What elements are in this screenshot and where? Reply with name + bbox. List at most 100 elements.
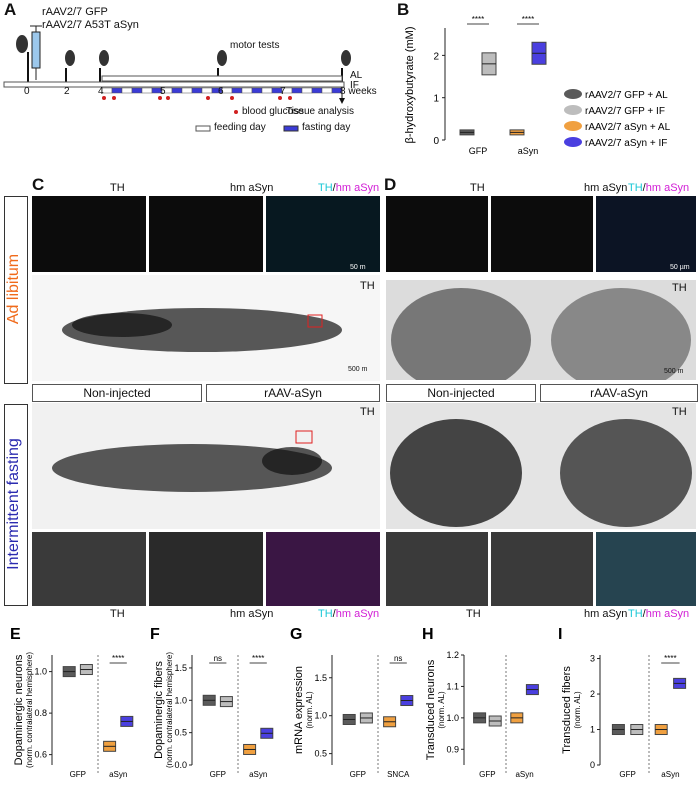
ylabel: Dopaminergic fibers [153, 661, 165, 759]
b-legend-label: rAAV2/7 aSyn + IF [585, 138, 667, 149]
micrograph-d-hm-top [491, 196, 593, 272]
b-legend-label: rAAV2/7 aSyn + AL [585, 122, 671, 133]
b-legend-label: rAAV2/7 GFP + IF [585, 106, 665, 117]
cat-label: aSyn [249, 770, 267, 779]
if-segment [321, 87, 333, 94]
c-th-al: TH [360, 280, 375, 292]
ytick-label: 1.0 [174, 695, 187, 705]
ylabel-sub: (norm. AL) [573, 691, 582, 729]
section-c-al [32, 275, 380, 381]
d-bot-hm: hm aSyn [584, 608, 628, 620]
panel-label: E [10, 626, 21, 643]
c-bot-merge: TH/hm aSyn [318, 608, 380, 620]
b-cat-label: aSyn [518, 146, 539, 156]
panel-label-b: B [397, 0, 410, 19]
ytick-label: 0 [590, 760, 595, 770]
b-legend-mouse-icon [564, 105, 582, 115]
cat-label: GFP [350, 770, 366, 779]
d-th-if: TH [672, 406, 687, 418]
if-segment [291, 87, 303, 94]
construct-asyn: rAAV2/7 A53T aSyn [42, 19, 139, 31]
micrograph-d-th-bot [386, 532, 488, 606]
construct-gfp: rAAV2/7 GFP [42, 6, 108, 18]
b-legend-mouse-icon [564, 137, 582, 147]
tp-8: 8 weeks [340, 86, 377, 97]
ytick-label: 1 [590, 725, 595, 735]
if-segment [201, 87, 213, 94]
d-bot-merge: TH/hm aSyn [628, 608, 690, 620]
d-top-merge: TH/hm aSyn [628, 182, 690, 194]
d-scale-big: 500 m [664, 368, 684, 375]
b-ytick-label: 2 [433, 51, 439, 62]
b-legend-mouse-icon [564, 121, 582, 131]
panel-label-a: A [4, 0, 17, 19]
ylabel: mRNA expression [293, 666, 305, 754]
ytick-label: 0.9 [446, 744, 459, 754]
motor-tests-label: motor tests [230, 40, 280, 51]
side-label-if: Intermittent fasting [5, 438, 22, 570]
cat-label: aSyn [515, 770, 533, 779]
if-segment [141, 87, 153, 94]
d-bot-th: TH [466, 608, 481, 620]
ytick-label: 1.1 [446, 681, 459, 691]
ylabel-sub: (norm. contralateral hemisphere) [25, 652, 34, 768]
c-top-hm: hm aSyn [230, 182, 274, 194]
timeline-diagram [3, 25, 351, 132]
d-raav: rAAV-aSyn [540, 384, 698, 402]
if-segment [331, 87, 343, 94]
if-segment [111, 87, 123, 94]
if-segment [231, 87, 243, 94]
ytick-label: 1.0 [314, 711, 327, 721]
c-scale-small: 50 m [350, 264, 366, 271]
c-th-if: TH [360, 406, 375, 418]
cat-label: GFP [210, 770, 226, 779]
ytick-label: 2 [590, 689, 595, 699]
ylabel: Transduced neurons [425, 659, 437, 760]
d-th-al: TH [672, 282, 687, 294]
ylabel-sub: (norm. AL) [305, 691, 314, 729]
c-scale-big: 500 m [348, 366, 368, 373]
ylabel: Dopaminergic neurons [13, 654, 25, 765]
panel-label: I [558, 626, 562, 643]
b-sig: **** [522, 15, 534, 24]
if-segment [191, 87, 203, 94]
ytick-label: 0.5 [174, 728, 187, 738]
b-legend-label: rAAV2/7 GFP + AL [585, 90, 668, 101]
legend-tissue: Tissue analysis [286, 106, 354, 117]
ytick-label: 3 [590, 654, 595, 664]
panel-label-c: C [32, 175, 45, 194]
micrograph-d-merge-bot [596, 532, 696, 606]
if-segment [121, 87, 133, 94]
side-box-if [4, 404, 28, 606]
cat-label: SNCA [387, 770, 410, 779]
sig-label: **** [112, 654, 124, 663]
if-segment [171, 87, 183, 94]
b-sig: **** [472, 15, 484, 24]
ytick-label: 0.8 [34, 708, 47, 718]
tp-7: 7 [280, 86, 286, 97]
if-segment [131, 87, 143, 94]
legend-feeding: feeding day [214, 122, 266, 133]
ytick-label: 1.0 [446, 713, 459, 723]
micrograph-c-th-bot [32, 532, 146, 606]
tp-0: 0 [24, 86, 30, 97]
tp-6: 6 [218, 86, 224, 97]
micrograph-c-hm-top [149, 196, 263, 272]
section-c-if [32, 403, 380, 529]
c-raav: rAAV-aSyn [206, 384, 380, 402]
d-scale-small: 50 µm [670, 264, 690, 271]
micrograph-d-hm-bot [491, 532, 593, 606]
cat-label: aSyn [661, 770, 679, 779]
c-non-injected: Non-injected [32, 384, 202, 402]
ytick-label: 0.5 [314, 749, 327, 759]
micrograph-d-merge-top [596, 196, 696, 272]
side-label-ad-libitum: Ad libitum [5, 253, 22, 325]
section-d-al [386, 280, 696, 380]
if-segment [301, 87, 313, 94]
c-top-th: TH [110, 182, 125, 194]
cat-label: GFP [479, 770, 495, 779]
sig-label: **** [252, 654, 264, 663]
tp-2: 2 [64, 86, 70, 97]
ylabel-sub: (norm. AL) [437, 691, 446, 729]
